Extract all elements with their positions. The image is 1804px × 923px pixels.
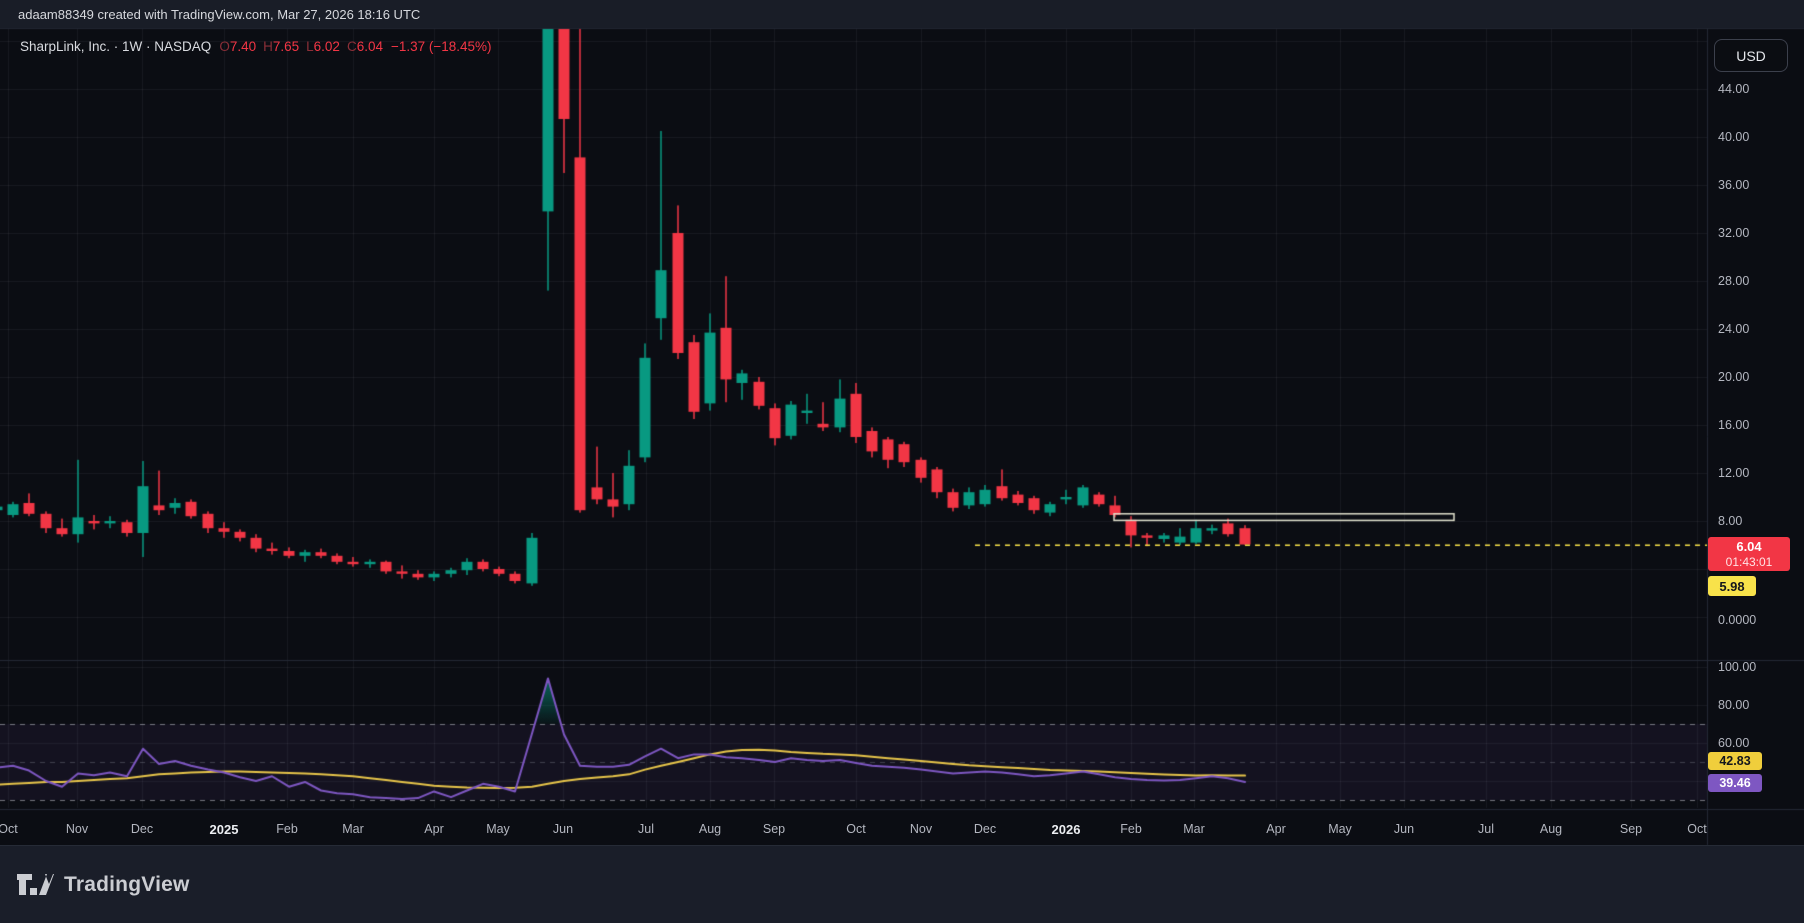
last-price-label: 6.04 01:43:01 — [1708, 537, 1790, 571]
axis-price-label: 100.00 — [1718, 660, 1757, 674]
axis-price-label: 36.00 — [1718, 178, 1750, 192]
ohlc-value: 7.65 — [272, 39, 300, 54]
time-axis-month-label: Mar — [1183, 822, 1205, 836]
time-axis-month-label: Aug — [1539, 822, 1563, 836]
time-axis-month-label: Sep — [1619, 822, 1643, 836]
time-axis[interactable]: Oct Nov Dec 2025 Feb Mar Apr May Jun Jul Aug Sep Oct… — [0, 820, 1707, 845]
time-axis-month-label: Jun — [552, 822, 574, 836]
time-axis-month-label: Dec — [973, 822, 997, 836]
last-price-value: 6.04 — [1736, 539, 1762, 554]
time-axis-month-label: Nov — [65, 822, 89, 836]
time-axis-month-label: Jun — [1393, 822, 1415, 836]
time-axis-month-label: May — [1328, 822, 1352, 836]
axis-price-label: 44.00 — [1718, 82, 1750, 96]
axis-price-label: 8.00 — [1718, 514, 1743, 528]
brand-bar: TradingView — [0, 845, 1804, 923]
tradingview-logo-icon — [17, 874, 54, 895]
time-axis-month-label: Aug — [698, 822, 722, 836]
attribution-bar: adaam88349 created with TradingView.com,… — [0, 0, 1804, 28]
axis-price-label: 80.00 — [1718, 698, 1750, 712]
time-axis-month-label: Sep — [762, 822, 786, 836]
time-axis-year-label: 2025 — [209, 822, 239, 837]
axis-price-label: 60.00 — [1718, 736, 1750, 750]
time-axis-month-label: Apr — [1266, 822, 1286, 836]
time-axis-year-label: 2026 — [1051, 822, 1081, 837]
ohlc-value: 7.40 — [229, 39, 257, 54]
ohlc-value: 6.04 — [356, 39, 383, 54]
rsi-ma-value-label: 42.83 — [1708, 752, 1762, 770]
time-axis-month-label: Oct — [1687, 822, 1707, 836]
axis-price-label: 40.00 — [1718, 130, 1750, 144]
time-axis-month-label: Oct — [846, 822, 866, 836]
rsi-value-label: 39.46 — [1708, 774, 1762, 792]
attribution-text: adaam88349 created with TradingView.com,… — [18, 6, 421, 22]
time-axis-month-label: Jul — [638, 822, 654, 836]
bar-countdown: 01:43:01 — [1725, 555, 1773, 569]
brand-name: TradingView — [64, 872, 190, 896]
ohlc-key: H7.65 — [263, 39, 300, 54]
time-axis-month-label: Dec — [130, 822, 154, 836]
alert-level-label: 5.98 — [1708, 576, 1756, 596]
axis-price-label: 0.0000 — [1718, 613, 1757, 627]
axis-price-label: 16.00 — [1718, 418, 1750, 432]
time-axis-month-label: Feb — [1120, 822, 1142, 836]
time-axis-month-label: Feb — [276, 822, 298, 836]
ohlc-key: L6.02 — [306, 39, 340, 54]
axis-price-label: 20.00 — [1718, 370, 1750, 384]
axis-price-label: 32.00 — [1718, 226, 1750, 240]
currency-badge[interactable]: USD — [1714, 39, 1788, 72]
axis-price-label: 28.00 — [1718, 274, 1750, 288]
time-axis-month-label: Nov — [909, 822, 933, 836]
time-axis-month-label: Oct — [0, 822, 18, 836]
symbol-title: SharpLink, Inc. · 1W · NASDAQ — [20, 39, 212, 54]
ohlc-key: C6.04 — [346, 39, 383, 54]
axis-price-label: 24.00 — [1718, 322, 1750, 336]
change-value: −1.37 (−18.45%) — [390, 39, 492, 54]
ohlc-value: 6.02 — [313, 39, 340, 54]
chart-legend[interactable]: SharpLink, Inc. · 1W · NASDAQ O7.40 H7.65… — [20, 39, 492, 54]
time-axis-month-label: May — [486, 822, 510, 836]
ohlc-key: O7.40 — [219, 39, 257, 54]
time-axis-month-label: Mar — [342, 822, 364, 836]
ohlc-values: O7.40 H7.65 L6.02 C6.04 — [219, 39, 383, 54]
time-axis-month-label: Jul — [1478, 822, 1494, 836]
time-axis-month-label: Apr — [424, 822, 444, 836]
axis-price-label: 12.00 — [1718, 466, 1750, 480]
